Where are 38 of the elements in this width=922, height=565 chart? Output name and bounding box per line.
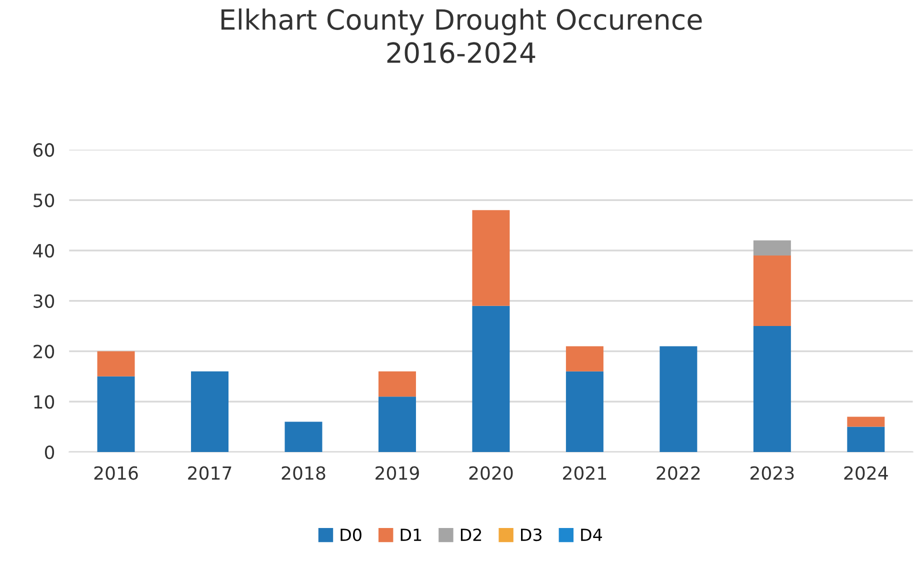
x-tick-label: 2024 <box>844 466 888 480</box>
y-tick-label: 10 <box>34 395 54 409</box>
bar <box>566 371 604 452</box>
legend-label: D2 <box>460 528 482 541</box>
x-tick-label: 2023 <box>750 466 794 480</box>
bar <box>472 210 510 306</box>
legend-label: D1 <box>400 528 422 541</box>
bar <box>753 240 791 256</box>
legend-label: D0 <box>340 528 362 542</box>
bar <box>284 422 322 452</box>
y-tick-label: 30 <box>34 294 54 308</box>
y-tick-label: 40 <box>33 244 54 258</box>
bar <box>753 326 791 452</box>
y-tick-label: 60 <box>34 143 54 157</box>
x-tick-label: 2016 <box>94 466 138 480</box>
bar <box>378 371 416 397</box>
y-tick-label: 50 <box>34 194 54 208</box>
bar <box>847 416 885 427</box>
y-tick-label: 0 <box>44 445 54 460</box>
bar <box>753 256 791 326</box>
legend-label: D4 <box>581 528 602 541</box>
bar <box>378 396 416 452</box>
bar <box>97 376 135 452</box>
x-tick-label: 2018 <box>282 466 326 480</box>
chart-title: Elkhart County Drought Occurence 2016-2024 <box>221 8 702 64</box>
bar <box>660 346 698 452</box>
y-tick-label: 20 <box>34 344 54 358</box>
bar <box>847 426 885 452</box>
x-tick-label: 2021 <box>563 466 606 480</box>
bar <box>191 371 228 452</box>
legend-label: D3 <box>521 528 542 542</box>
bar <box>472 306 510 452</box>
x-tick-label: 2017 <box>188 466 232 480</box>
x-tick-label: 2019 <box>376 466 419 480</box>
bar <box>97 351 135 376</box>
x-tick-label: 2022 <box>656 466 700 480</box>
x-tick-label: 2020 <box>469 466 513 480</box>
bar <box>566 346 604 372</box>
